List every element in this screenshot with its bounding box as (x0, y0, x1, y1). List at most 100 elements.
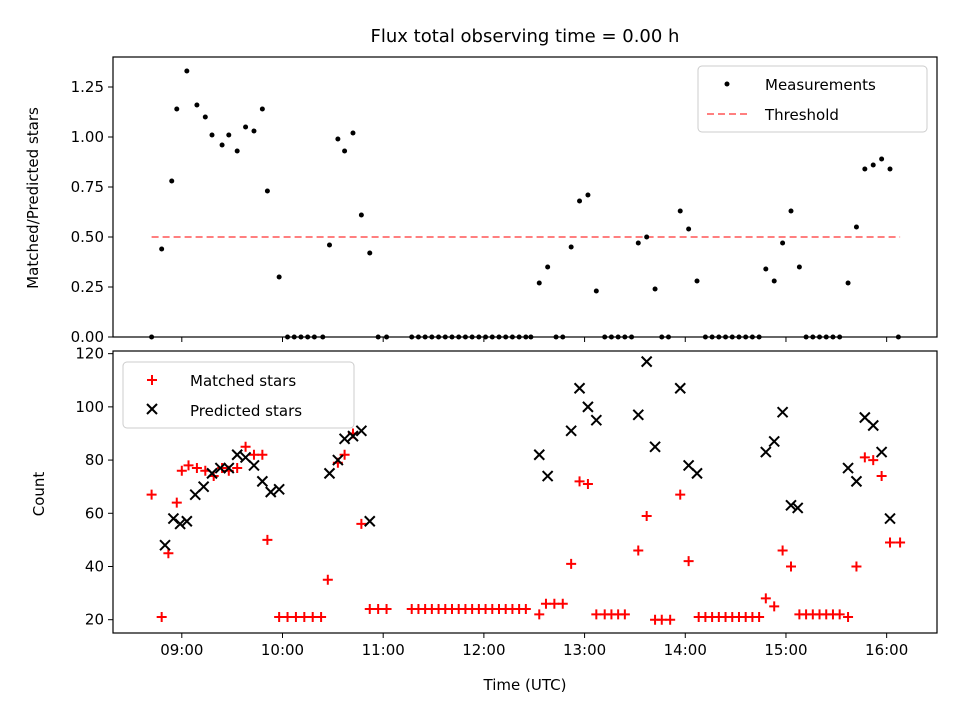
measurement-point (209, 132, 215, 138)
predicted-star-point (231, 449, 243, 461)
matched-star-point (754, 612, 765, 623)
y-tick-label: 1.00 (71, 128, 104, 146)
top-x-ticks (181, 337, 888, 342)
measurement-point (536, 280, 542, 286)
predicted-star-point (776, 406, 789, 418)
measurement-point (577, 198, 583, 204)
matched-star-point (232, 463, 243, 474)
y-tick-label: 40 (85, 557, 104, 575)
y-tick-label: 0.25 (71, 278, 104, 296)
measurement-point (342, 148, 348, 154)
measurement-point (184, 68, 190, 74)
predicted-star-point (768, 435, 780, 448)
measurement-point (845, 280, 851, 286)
matched-star-point (274, 612, 285, 623)
y-tick-label: 0.75 (71, 178, 104, 196)
predicted-star-point (590, 414, 603, 426)
y-tick-label: 120 (75, 345, 104, 363)
measurement-point (853, 224, 859, 230)
predicted-star-point (364, 515, 376, 527)
predicted-star-point (273, 483, 285, 496)
measurement-point (358, 212, 364, 218)
matched-star-point (641, 510, 652, 521)
matched-star-point (574, 476, 585, 487)
predicted-star-point (573, 382, 586, 394)
matched-star-point (373, 604, 384, 615)
predicted-star-point (265, 486, 277, 498)
matched-star-point (156, 612, 167, 623)
measurement-point (174, 106, 180, 112)
x-tick-label: 14:00 (664, 641, 707, 659)
bottom-plot-marks (146, 355, 906, 625)
predicted-star-point (533, 449, 545, 461)
measurement-point (635, 240, 641, 246)
measurement-point (169, 178, 175, 184)
matched-star-point (307, 612, 318, 623)
y-tick-label: 0.50 (71, 228, 104, 246)
measurement-point (159, 246, 165, 252)
measurement-point (796, 264, 802, 270)
predicted-star-point (181, 515, 193, 527)
y-tick-label: 1.25 (71, 78, 104, 96)
predicted-star-point (347, 430, 359, 442)
measurement-point (686, 226, 692, 232)
y-tick-label: 20 (85, 611, 104, 629)
measurement-point (870, 162, 876, 168)
bottom-panel: Count Time (UTC) 20 40 60 80 100 120 09:00 10:… (30, 345, 938, 694)
bottom-legend-box (122, 361, 355, 429)
top-axes-frame (112, 56, 938, 338)
predicted-star-point (674, 382, 686, 394)
matched-star-point (356, 518, 367, 529)
matched-star-point (381, 604, 392, 615)
measurement-point (264, 188, 270, 194)
predicted-star-point (256, 475, 269, 488)
measurement-point (652, 286, 658, 292)
matched-star-point (633, 545, 644, 556)
matched-star-point (540, 598, 551, 609)
matched-star-point (191, 463, 202, 474)
predicted-star-point (206, 467, 218, 480)
measurement-point (644, 234, 650, 240)
predicted-legend-marker (146, 403, 158, 415)
legend-measurements: Measurements (765, 76, 876, 94)
matched-star-point (316, 612, 327, 623)
predicted-star-point (867, 419, 879, 432)
x-tick-label: 13:00 (563, 641, 606, 659)
x-tick-label: 16:00 (865, 641, 908, 659)
y-tick-label: 0.00 (71, 328, 104, 346)
x-axis-label: Time (UTC) (483, 676, 567, 694)
measurement-point (887, 166, 893, 172)
matched-star-point (851, 561, 862, 572)
top-legend: Measurements Threshold (697, 65, 928, 133)
predicted-star-point (174, 518, 186, 530)
bottom-axes-frame (112, 350, 938, 634)
matched-star-point (656, 614, 667, 625)
predicted-star-point (159, 539, 171, 551)
matched-star-point (290, 612, 301, 623)
measurement-point (226, 132, 232, 138)
y-tick-label: 80 (85, 451, 104, 469)
measurement-point (585, 192, 591, 198)
predicted-star-point (792, 502, 804, 514)
bottom-y-ticks: 20 40 60 80 100 120 (75, 345, 113, 629)
predicted-star-point (850, 475, 863, 488)
bottom-x-ticks: 09:00 10:00 11:00 12:00 13:00 14:00 15:00 16:00 (160, 633, 908, 659)
matched-star-point (785, 561, 796, 572)
matched-star-point (683, 556, 694, 567)
measurement-point (335, 136, 341, 142)
measurement-point (788, 208, 794, 214)
predicted-star-point (632, 409, 644, 421)
x-tick-label: 11:00 (362, 641, 405, 659)
measurement-point (677, 208, 683, 214)
matched-star-point (769, 601, 780, 612)
predicted-star-point (875, 446, 888, 458)
predicted-star-point (649, 441, 661, 453)
x-tick-label: 15:00 (764, 641, 807, 659)
matched-legend-marker (147, 375, 157, 385)
top-y-ticks: 0.00 0.25 0.50 0.75 1.00 1.25 (71, 78, 113, 346)
measurement-point (367, 250, 373, 256)
matched-star-point (282, 612, 293, 623)
matched-star-point (859, 452, 870, 463)
top-y-axis-label: Matched/Predicted stars (24, 107, 42, 289)
